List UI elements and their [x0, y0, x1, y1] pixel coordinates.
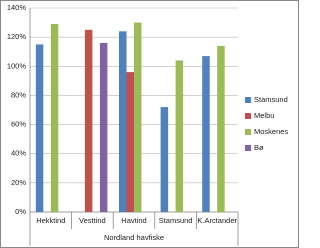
x-tick-label: Havtind — [121, 216, 146, 225]
legend-label: Stamsund — [254, 95, 288, 104]
y-tick-label: 120% — [7, 32, 27, 41]
legend-swatch — [245, 113, 251, 119]
y-tick-label: 40% — [11, 149, 26, 158]
bar — [84, 29, 93, 212]
x-axis-title: Nordland havfiske — [104, 233, 164, 242]
bar — [217, 45, 225, 213]
legend-label: Moskenes — [254, 127, 288, 136]
bar — [134, 22, 142, 213]
bar — [202, 56, 210, 213]
legend-swatch — [245, 129, 251, 135]
legend-label: Bø — [254, 143, 264, 152]
x-tick-label: K.Arctander — [197, 216, 237, 225]
y-tick-label: 80% — [11, 90, 26, 99]
y-tick-label: 140% — [7, 3, 27, 12]
bar — [35, 44, 44, 212]
x-tick-label: Hekktind — [36, 216, 65, 225]
chart-border — [0, 0, 299, 248]
bar — [160, 107, 169, 212]
bar — [50, 24, 59, 213]
chart: Nordland havfiske 0% 20% 40% 60% 80% 100% 120%… — [0, 0, 299, 248]
x-tick-label: Stamsund — [159, 216, 193, 225]
bar — [175, 60, 184, 213]
legend-label: Melbu — [254, 111, 274, 120]
y-tick-label: 0% — [15, 207, 26, 216]
x-tick-label: Vesttind — [79, 216, 106, 225]
y-tick-label: 20% — [11, 178, 26, 187]
bar — [99, 42, 108, 212]
y-tick-label: 100% — [7, 61, 27, 70]
legend-swatch — [245, 97, 251, 103]
legend-swatch — [245, 145, 251, 151]
bar — [126, 72, 134, 212]
y-tick-label: 60% — [11, 120, 26, 129]
bar — [119, 31, 127, 212]
